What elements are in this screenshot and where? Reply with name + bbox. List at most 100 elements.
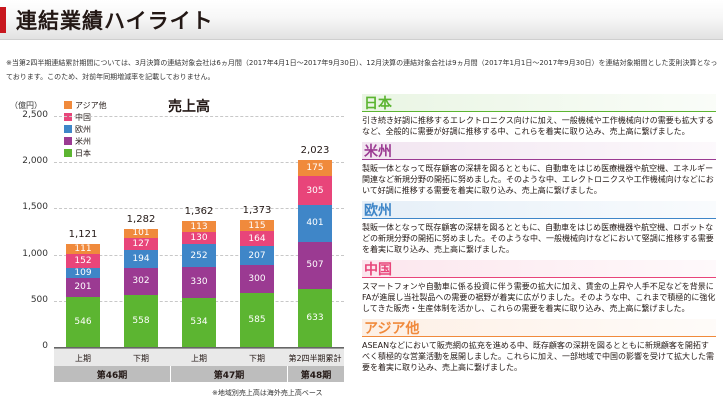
legend-swatch [64,113,72,121]
bar-value-label: 109 [74,267,92,278]
bar-value-label: 113 [190,221,208,232]
x-tick-label: 上期 [191,354,207,363]
gridline [54,116,344,117]
bar-segment: 194 [124,249,158,268]
bar-segment: 300 [240,265,274,293]
period-label: 第47期 [213,371,245,381]
bar-value-label: 152 [74,255,92,266]
legend-item: アジア他 [64,99,107,111]
y-tick-label: 1,500 [22,202,48,213]
x-axis-line [54,347,344,348]
sales-chart: （億円） 売上高 アジア他 中国 欧州 米州 日本 上期 下期 上期 下期 第2四半期累… [0,88,350,407]
bar-segment: 113 [182,221,216,232]
bar-value-label: 127 [132,238,150,249]
bar-value-label: 534 [190,317,208,328]
bar-total-label: 1,121 [68,228,98,240]
bar-segment: 101 [124,228,158,239]
y-tick-label: 500 [30,294,48,305]
title-accent-bar [0,7,6,33]
legend-swatch [64,137,72,145]
legend-label: 欧州 [75,124,91,134]
title-bar: 連結業績ハイライト [0,0,723,40]
bar-value-label: 330 [190,277,208,288]
legend-label: 日本 [75,148,91,158]
legend-label: アジア他 [75,100,107,110]
bar-segment: 201 [66,277,100,297]
bar-segment: 585 [240,292,274,347]
y-tick-label: 1,000 [22,248,48,259]
bar-value-label: 302 [132,276,150,287]
bar-segment: 164 [240,230,274,247]
footnote-text: ※当第2四半期連結累計期間については、3月決算の連結対象会社は6ヵ月間（2017… [6,59,718,81]
region-heading-americas: 米州 [362,142,716,160]
bar-segment: 207 [240,246,274,266]
bar-segment: 401 [298,204,332,242]
period-axis-row: 第46期 第47期 第48期 [54,366,344,382]
bar-value-label: 252 [190,250,208,261]
category-axis-row: 上期 下期 上期 下期 第2四半期累計 [54,348,344,366]
legend-item: 中国 [64,111,107,123]
bar-segment: 330 [182,267,216,298]
legend-item: 欧州 [64,123,107,135]
period-label: 第48期 [300,371,332,381]
legend-label: 米州 [75,136,91,146]
period-label: 第46期 [96,371,128,381]
region-text-asia-other: ASEANなどにおいて販売網の拡充を進める中、既存顧客の深耕を図るとともに新規顧… [362,341,714,372]
bar-segment: 111 [66,243,100,254]
bar-value-label: 546 [74,316,92,327]
bar-segment: 127 [124,237,158,250]
region-text-americas: 製販一体となって既存顧客の深耕を図るとともに、自動車をはじめ医療機器や航空機、エ… [362,164,714,195]
legend-item: 米州 [64,135,107,147]
chart-title: 売上高 [168,99,210,115]
region-text-china: スマートフォンや自動車に係る投資に伴う需要の拡大に加え、賃金の上昇や人手不足など… [362,282,716,313]
bar-segment: 152 [66,253,100,268]
bar-value-label: 585 [248,314,266,325]
bar-value-label: 401 [306,218,324,229]
region-commentary: 日本 引き続き好調に推移するエレクトロニクス向けに加え、一般機械や工作機械向けの… [362,94,716,378]
bar-segment: 175 [298,160,332,177]
bar-value-label: 115 [248,220,266,231]
bar-segment: 507 [298,241,332,289]
legend-label: 中国 [75,112,91,122]
bar-value-label: 130 [190,232,208,243]
y-tick-label: 0 [42,341,48,351]
y-tick-label: 2,500 [22,110,48,120]
legend-swatch [64,125,72,133]
bar-total-label: 1,362 [184,206,214,218]
y-tick-label: 2,000 [22,156,48,167]
bar-value-label: 633 [306,312,324,323]
bar-segment: 109 [66,267,100,278]
region-heading-china: 中国 [362,260,716,278]
unit-label: （億円） [10,101,42,110]
bar-segment: 546 [66,296,100,347]
legend-swatch [64,149,72,157]
bar-value-label: 111 [74,243,92,254]
bar-value-label: 194 [132,253,150,264]
bar-segment: 302 [124,267,158,296]
region-heading-asia-other: アジア他 [362,319,716,337]
bar-segment: 558 [124,295,158,347]
chart-footnote: ※地域別売上高は海外売上高ベース [212,389,323,397]
x-tick-label: 下期 [249,354,265,363]
bar-segment: 252 [182,243,216,268]
bar-value-label: 558 [132,316,150,327]
legend-item: 日本 [64,147,107,159]
x-tick-label: 上期 [75,354,91,363]
bar-segment: 130 [182,231,216,244]
bar-value-label: 101 [132,228,150,239]
bar-value-label: 207 [248,250,266,261]
gridline [54,208,344,210]
bar-total-label: 2,023 [300,145,330,157]
bar-value-label: 175 [306,163,324,174]
region-heading-europe: 欧州 [362,201,716,219]
bar-value-label: 507 [306,260,324,271]
region-text-japan: 引き続き好調に推移するエレクトロニクス向けに加え、一般機械や工作機械向けの需要も… [362,116,714,136]
chart-legend: アジア他 中国 欧州 米州 日本 [64,99,107,159]
bar-segment: 534 [182,297,216,347]
bar-segment: 305 [298,176,332,205]
bar-total-label: 1,282 [126,213,156,225]
period-divider [170,366,171,382]
period-divider [287,366,288,382]
bar-value-label: 201 [74,282,92,293]
region-text-europe: 製販一体となって既存顧客の深耕を図るとともに、自動車をはじめ医療機器や航空機、ロ… [362,223,714,254]
